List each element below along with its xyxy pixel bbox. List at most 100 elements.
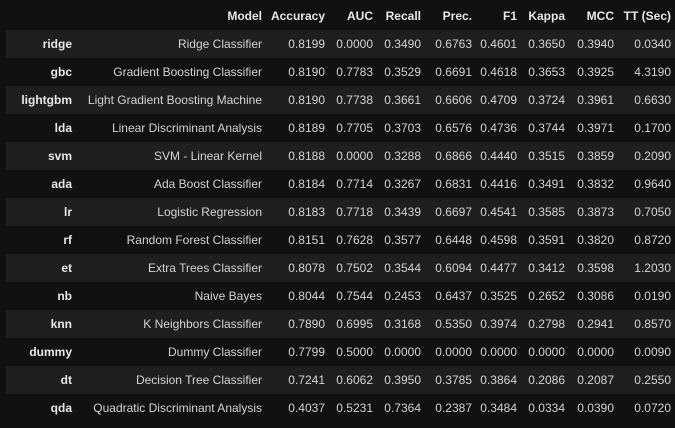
f1-cell: 0.4541	[480, 205, 517, 219]
table-row: dt Decision Tree Classifier 0.7241 0.6062 0.…	[6, 366, 675, 394]
accuracy-cell: 0.7241	[288, 373, 325, 387]
f1-cell: 0.4736	[480, 121, 517, 135]
time-cell: 4.3190	[634, 65, 671, 79]
kappa-cell: 0.0334	[528, 401, 565, 415]
recall-cell: 0.0000	[384, 345, 421, 359]
row-index-label: nb	[57, 289, 72, 303]
accuracy-cell: 0.8188	[288, 149, 325, 163]
row-index-label: ridge	[42, 37, 72, 51]
time-cell: 0.0090	[634, 345, 671, 359]
table-row: gbc Gradient Boosting Classifier 0.8190 0.7…	[6, 58, 675, 86]
model-comparison-table: Model Accuracy AUC Recall Prec. F1 Kappa…	[6, 2, 675, 422]
time-cell: 0.6630	[634, 93, 671, 107]
table-body: ridge Ridge Classifier 0.8199 0.0000 0.3490 0…	[6, 30, 675, 422]
precision-cell: 0.6691	[435, 65, 472, 79]
accuracy-cell: 0.8190	[288, 65, 325, 79]
mcc-cell: 0.3598	[577, 261, 614, 275]
accuracy-cell: 0.8151	[288, 233, 325, 247]
accuracy-cell: 0.7799	[288, 345, 325, 359]
header-row: Model Accuracy AUC Recall Prec. F1 Kappa…	[6, 2, 675, 30]
time-cell: 0.1700	[634, 121, 671, 135]
time-cell: 0.8570	[634, 317, 671, 331]
row-index-label: et	[61, 261, 72, 275]
precision-cell: 0.2387	[435, 401, 472, 415]
mcc-cell: 0.3961	[577, 93, 614, 107]
auc-cell: 0.7714	[336, 177, 373, 191]
row-index-label: knn	[50, 317, 72, 331]
mcc-cell: 0.2087	[577, 373, 614, 387]
f1-cell: 0.3525	[480, 289, 517, 303]
row-index-label: lightgbm	[21, 93, 72, 107]
accuracy-cell: 0.8183	[288, 205, 325, 219]
kappa-cell: 0.3515	[528, 149, 565, 163]
f1-cell: 0.4709	[480, 93, 517, 107]
recall-cell: 0.3288	[384, 149, 421, 163]
auc-cell: 0.0000	[336, 149, 373, 163]
accuracy-cell: 0.8078	[288, 261, 325, 275]
time-cell: 0.2090	[634, 149, 671, 163]
model-name-cell: SVM - Linear Kernel	[153, 149, 262, 163]
model-name-cell: Ridge Classifier	[177, 37, 262, 51]
time-cell: 0.8720	[634, 233, 671, 247]
kappa-cell: 0.2798	[528, 317, 565, 331]
accuracy-cell: 0.8190	[288, 93, 325, 107]
table-row: rf Random Forest Classifier 0.8151 0.7628 0.…	[6, 226, 675, 254]
kappa-cell: 0.3744	[528, 121, 565, 135]
auc-cell: 0.5231	[336, 401, 373, 415]
kappa-cell: 0.3724	[528, 93, 565, 107]
kappa-cell: 0.2652	[528, 289, 565, 303]
precision-cell: 0.6437	[435, 289, 472, 303]
row-index-label: qda	[50, 401, 72, 415]
model-name-cell: Logistic Regression	[157, 205, 262, 219]
model-name-cell: Dummy Classifier	[167, 345, 262, 359]
table-row: lr Logistic Regression 0.8183 0.7718 0.3439 0…	[6, 198, 675, 226]
table-row: knn K Neighbors Classifier 0.7890 0.6995 0.3…	[6, 310, 675, 338]
recall-cell: 0.3703	[384, 121, 421, 135]
model-name-cell: Gradient Boosting Classifier	[113, 65, 262, 79]
column-header-time: TT (Sec)	[623, 9, 671, 23]
mcc-cell: 0.3940	[577, 37, 614, 51]
recall-cell: 0.3544	[384, 261, 421, 275]
model-name-cell: Ada Boost Classifier	[153, 177, 262, 191]
table-row: lda Linear Discriminant Analysis 0.8189 0.7…	[6, 114, 675, 142]
f1-cell: 0.4598	[480, 233, 517, 247]
table-row: svm SVM - Linear Kernel 0.8188 0.0000 0.3288…	[6, 142, 675, 170]
time-cell: 0.7050	[634, 205, 671, 219]
time-cell: 0.0190	[634, 289, 671, 303]
accuracy-cell: 0.8189	[288, 121, 325, 135]
auc-cell: 0.6062	[336, 373, 373, 387]
column-header-recall: Recall	[385, 9, 421, 23]
auc-cell: 0.0000	[336, 37, 373, 51]
precision-cell: 0.6576	[435, 121, 472, 135]
mcc-cell: 0.3859	[577, 149, 614, 163]
kappa-cell: 0.3650	[528, 37, 565, 51]
recall-cell: 0.3577	[384, 233, 421, 247]
f1-cell: 0.4440	[480, 149, 517, 163]
column-header-kappa: Kappa	[528, 9, 565, 23]
recall-cell: 0.2453	[384, 289, 421, 303]
table-row: et Extra Trees Classifier 0.8078 0.7502 0.35…	[6, 254, 675, 282]
row-index-label: ada	[51, 177, 72, 191]
index-header	[6, 2, 76, 30]
table-row: qda Quadratic Discriminant Analysis 0.4037…	[6, 394, 675, 422]
kappa-cell: 0.3585	[528, 205, 565, 219]
auc-cell: 0.7628	[336, 233, 373, 247]
auc-cell: 0.7783	[336, 65, 373, 79]
accuracy-cell: 0.8044	[288, 289, 325, 303]
precision-cell: 0.6606	[435, 93, 472, 107]
kappa-cell: 0.2086	[528, 373, 565, 387]
kappa-cell: 0.3491	[528, 177, 565, 191]
table-header: Model Accuracy AUC Recall Prec. F1 Kappa…	[6, 2, 675, 30]
table-row: nb Naive Bayes 0.8044 0.7544 0.2453 0.6437 0.3…	[6, 282, 675, 310]
row-index-label: rf	[63, 233, 72, 247]
auc-cell: 0.7738	[336, 93, 373, 107]
recall-cell: 0.3950	[384, 373, 421, 387]
model-name-cell: Random Forest Classifier	[126, 233, 262, 247]
model-name-cell: Extra Trees Classifier	[147, 261, 262, 275]
row-index-label: svm	[47, 149, 72, 163]
column-header-auc: AUC	[347, 9, 373, 23]
accuracy-cell: 0.4037	[288, 401, 325, 415]
mcc-cell: 0.3832	[577, 177, 614, 191]
precision-cell: 0.6094	[435, 261, 472, 275]
precision-cell: 0.6697	[435, 205, 472, 219]
